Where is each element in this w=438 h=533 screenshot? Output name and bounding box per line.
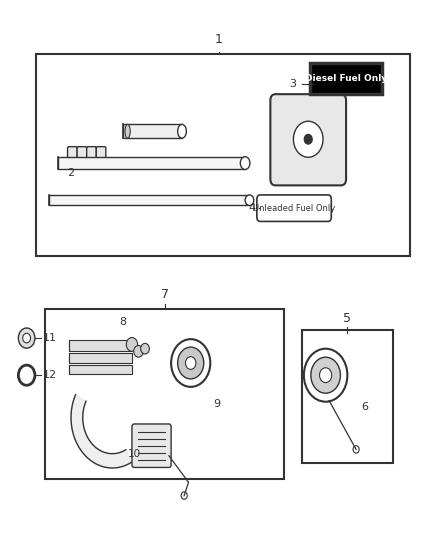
Text: 8: 8 <box>120 318 127 327</box>
Ellipse shape <box>178 124 186 138</box>
Circle shape <box>178 347 204 379</box>
Circle shape <box>171 339 210 387</box>
FancyBboxPatch shape <box>270 94 346 185</box>
Circle shape <box>293 121 323 157</box>
Text: 2: 2 <box>67 168 74 179</box>
Text: 6: 6 <box>361 402 368 412</box>
Circle shape <box>320 368 332 383</box>
FancyBboxPatch shape <box>69 365 132 374</box>
FancyBboxPatch shape <box>123 124 182 138</box>
Circle shape <box>181 492 187 499</box>
FancyBboxPatch shape <box>87 147 96 165</box>
FancyBboxPatch shape <box>36 54 410 256</box>
FancyBboxPatch shape <box>69 340 132 351</box>
Circle shape <box>304 134 312 144</box>
Circle shape <box>134 345 143 357</box>
Text: 10: 10 <box>127 449 141 459</box>
Text: 11: 11 <box>43 333 57 343</box>
Ellipse shape <box>240 157 250 169</box>
Text: 5: 5 <box>343 312 351 325</box>
Polygon shape <box>71 395 131 468</box>
Text: 12: 12 <box>43 370 57 380</box>
Text: 3: 3 <box>290 78 297 88</box>
Text: 1: 1 <box>215 34 223 46</box>
FancyBboxPatch shape <box>69 353 132 363</box>
Circle shape <box>23 333 31 343</box>
Circle shape <box>304 349 347 402</box>
Text: 7: 7 <box>161 288 169 301</box>
FancyBboxPatch shape <box>58 157 245 169</box>
FancyBboxPatch shape <box>49 196 250 205</box>
Circle shape <box>311 357 340 393</box>
Text: 4: 4 <box>248 203 255 213</box>
Circle shape <box>141 343 149 354</box>
FancyBboxPatch shape <box>257 195 331 221</box>
Text: Diesel Fuel Only: Diesel Fuel Only <box>305 74 388 83</box>
FancyBboxPatch shape <box>132 424 171 467</box>
Circle shape <box>126 337 138 351</box>
Circle shape <box>185 357 196 369</box>
FancyBboxPatch shape <box>302 330 393 463</box>
Text: Unleaded Fuel Only: Unleaded Fuel Only <box>253 204 335 213</box>
Circle shape <box>353 446 359 453</box>
Ellipse shape <box>245 195 254 206</box>
Circle shape <box>18 328 35 348</box>
Text: 9: 9 <box>213 399 220 409</box>
Ellipse shape <box>125 124 130 138</box>
FancyBboxPatch shape <box>311 63 382 94</box>
FancyBboxPatch shape <box>96 147 106 165</box>
FancyBboxPatch shape <box>67 147 77 165</box>
FancyBboxPatch shape <box>45 309 284 479</box>
Circle shape <box>18 365 35 385</box>
FancyBboxPatch shape <box>77 147 87 165</box>
